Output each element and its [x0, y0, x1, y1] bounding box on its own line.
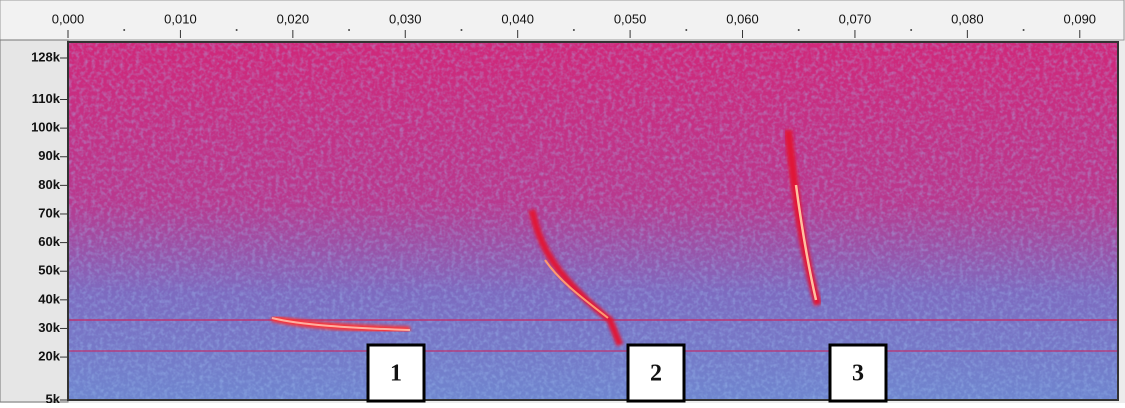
y-tick-label: 20k — [38, 349, 60, 364]
x-minor-tick — [572, 29, 575, 31]
y-tick-label: 50k — [38, 263, 60, 278]
annotation-label: 2 — [650, 361, 662, 387]
annotation-label: 3 — [852, 361, 864, 387]
call-trace — [271, 317, 411, 331]
plot-border — [67, 41, 1119, 401]
x-tick-label: 0,010 — [164, 11, 197, 26]
x-minor-tick — [348, 29, 351, 31]
x-tick-label: 0,020 — [277, 11, 310, 26]
x-tick-label: 0,030 — [389, 11, 422, 26]
x-tick-label: 0,060 — [726, 11, 759, 26]
x-minor-tick — [910, 29, 913, 31]
plot-area — [67, 41, 1119, 401]
y-tick-label: 40k — [38, 291, 60, 306]
x-tick-label: 0,080 — [951, 11, 984, 26]
x-tick-label: 0,050 — [614, 11, 647, 26]
y-tick-label: 60k — [38, 234, 60, 249]
x-minor-tick — [1022, 29, 1025, 31]
y-tick-label: 110k — [32, 91, 61, 106]
x-minor-tick — [460, 29, 463, 31]
y-tick-label: 70k — [38, 205, 60, 220]
time-ruler — [0, 0, 1125, 41]
x-tick-label: 0,000 — [52, 11, 85, 26]
annotation-box — [626, 343, 686, 403]
spectrogram-noise — [68, 42, 1118, 400]
x-tick-label: 0,040 — [501, 11, 534, 26]
call-trace — [794, 184, 818, 301]
call-trace — [544, 259, 609, 319]
annotation-box — [366, 343, 426, 403]
x-tick-label: 0,090 — [1064, 11, 1097, 26]
y-tick-label: 30k — [38, 320, 60, 335]
x-minor-tick — [123, 29, 126, 31]
x-minor-tick — [235, 29, 238, 31]
annotation-label: 1 — [390, 361, 402, 387]
x-tick-label: 0,070 — [839, 11, 872, 26]
x-minor-tick — [797, 29, 800, 31]
y-tick-label: 100k — [31, 120, 61, 135]
annotation-box — [828, 343, 888, 403]
call-traces — [271, 129, 822, 347]
x-minor-tick — [685, 29, 688, 31]
y-tick-label: 128k — [31, 49, 61, 64]
y-tick-label: 80k — [38, 177, 60, 192]
y-tick-label: 90k — [38, 148, 60, 163]
frequency-ruler — [0, 39, 69, 403]
y-tick-label: 5k — [46, 391, 61, 403]
